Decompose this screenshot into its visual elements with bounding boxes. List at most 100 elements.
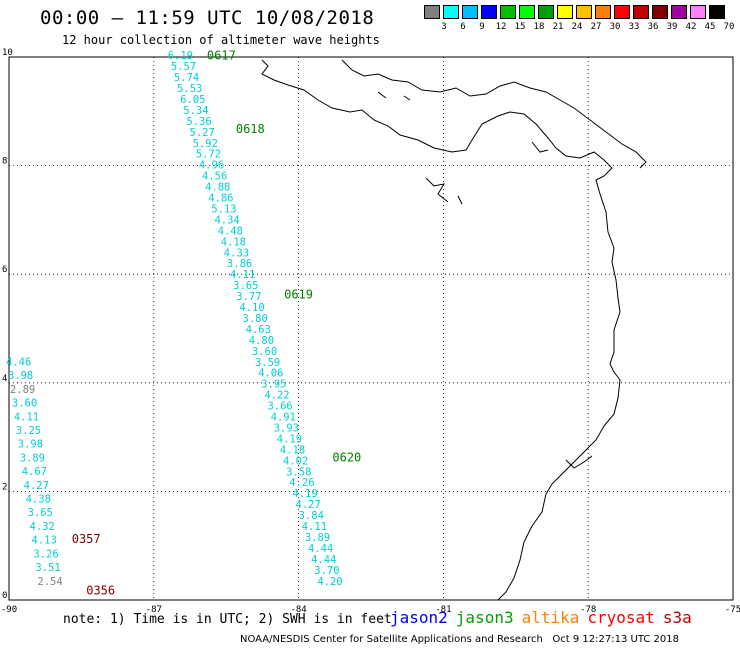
wave-height-value: 5.57 [171, 61, 196, 73]
legend-label: 30 [609, 22, 621, 32]
wave-height-value: 2.54 [37, 576, 62, 588]
wave-height-value: 4.56 [202, 171, 227, 183]
wave-height-value: 5.72 [196, 149, 221, 161]
legend-label: 3 [441, 22, 447, 32]
lat-tick-label: 2 [2, 482, 7, 492]
wave-height-value: 5.36 [186, 116, 211, 128]
wave-height-value: 5.53 [177, 83, 202, 95]
wave-height-value: 4.48 [218, 225, 243, 237]
wave-height-value: 4.18 [221, 236, 246, 248]
legend-swatch [443, 5, 459, 19]
legend-label: 21 [552, 22, 564, 32]
legend-swatch [519, 5, 535, 19]
wave-height-value: 4.06 [258, 368, 283, 380]
wave-height-value: 4.67 [22, 466, 47, 478]
wave-height-value: 4.91 [271, 412, 296, 424]
satellite-name-cryosat: cryosat [587, 608, 655, 627]
lat-tick-label: 8 [2, 157, 7, 167]
legend-label: 18 [533, 22, 545, 32]
wave-height-value: 5.74 [174, 72, 199, 84]
wave-height-value: 4.11 [302, 521, 327, 533]
wave-height-value: 3.95 [261, 379, 286, 391]
wave-height-value: 5.13 [211, 203, 236, 215]
lon-tick-label: -90 [1, 605, 17, 615]
legend-label: 24 [571, 22, 583, 32]
pass-time-label: 0619 [284, 288, 313, 302]
gulf-coastline [341, 59, 647, 169]
legend-swatch [576, 5, 592, 19]
wave-height-value: 3.58 [286, 466, 311, 478]
wave-height-value: 3.84 [299, 510, 324, 522]
satellite-name-jason2: jason2 [390, 608, 448, 627]
lat-lon-grid: -90 -87 -84 -81 -78 -75 0 2 4 6 8 10 [1, 48, 740, 615]
legend-swatch [671, 5, 687, 19]
wave-height-value: 4.10 [239, 302, 264, 314]
wave-height-value: 5.27 [190, 127, 215, 139]
wave-height-value: 4.11 [230, 269, 255, 281]
lat-tick-label: 6 [2, 265, 7, 275]
legend-swatch [690, 5, 706, 19]
wave-height-value: 3.25 [16, 425, 41, 437]
lon-tick-label: -78 [580, 605, 596, 615]
wave-height-value: 3.93 [274, 422, 299, 434]
wave-height-value: 4.27 [296, 499, 321, 511]
altimeter-tracks: 6.195.575.745.536.055.345.365.275.925.72… [6, 49, 361, 598]
wave-height-value: 4.13 [31, 535, 56, 547]
legend-swatch [462, 5, 478, 19]
lon-tick-label: -75 [725, 605, 740, 615]
footer-note: note: 1) Time is in UTC; 2) SWH is in fe… [63, 612, 392, 627]
wave-height-value: 4.88 [205, 182, 230, 194]
wave-height-value: 3.60 [12, 398, 37, 410]
wave-height-value: 4.11 [14, 411, 39, 423]
wave-height-value: 4.27 [24, 480, 49, 492]
wave-height-value: 4.80 [249, 335, 274, 347]
lat-tick-label: 0 [2, 591, 7, 601]
legend-label: 12 [495, 22, 507, 32]
wave-height-value: 4.02 [283, 455, 308, 467]
wave-height-value: 4.63 [246, 324, 271, 336]
pass-time-label: 0620 [332, 451, 361, 465]
wave-height-value: 3.60 [252, 346, 277, 358]
wave-height-value: 4.86 [208, 193, 233, 205]
wave-height-value: 3.51 [35, 562, 60, 574]
wave-height-value: 4.46 [6, 356, 31, 368]
wave-height-value: 6.05 [180, 94, 205, 106]
legend-label: 42 [685, 22, 697, 32]
legend-swatch [481, 5, 497, 19]
wave-height-value: 3.86 [227, 258, 252, 270]
legend-swatch [595, 5, 611, 19]
legend-swatch [538, 5, 554, 19]
wave-height-value: 3.59 [255, 357, 280, 369]
wave-height-value: 4.33 [224, 247, 249, 259]
pass-time-label: 0356 [86, 584, 115, 598]
legend-label: 6 [460, 22, 466, 32]
legend-label: 15 [514, 22, 526, 32]
wave-height-value: 4.22 [264, 390, 289, 402]
legend-label: 45 [704, 22, 716, 32]
wave-height-value: 5.92 [193, 138, 218, 150]
credit-timestamp: Oct 9 12:27:13 UTC 2018 [552, 634, 679, 645]
wave-height-value: 4.34 [214, 214, 239, 226]
map-subtitle: 12 hour collection of altimeter wave hei… [62, 33, 380, 47]
legend-label: 27 [590, 22, 602, 32]
wave-height-value: 4.20 [317, 576, 342, 588]
pass-time-label: 0618 [236, 122, 265, 136]
map-frame [8, 56, 734, 601]
wave-height-value: 3.65 [28, 507, 53, 519]
wave-height-value: 4.32 [30, 521, 55, 533]
lat-tick-label: 4 [2, 374, 7, 384]
satellite-key: jason2 jason3 altika cryosat s3a [390, 608, 700, 627]
pass-time-label: 0357 [72, 532, 101, 546]
wave-height-value: 6.19 [168, 50, 193, 62]
wave-height-value: 3.26 [33, 548, 58, 560]
wave-height-value: 2.89 [10, 384, 35, 396]
legend-swatch [652, 5, 668, 19]
legend-label: 36 [647, 22, 659, 32]
wave-height-value: 3.66 [267, 401, 292, 413]
wave-height-value: 4.44 [311, 554, 336, 566]
satellite-name-jason3: jason3 [455, 608, 514, 627]
lon-tick-label: -84 [290, 605, 306, 615]
gulf-islands [377, 91, 593, 469]
legend-swatch [557, 5, 573, 19]
